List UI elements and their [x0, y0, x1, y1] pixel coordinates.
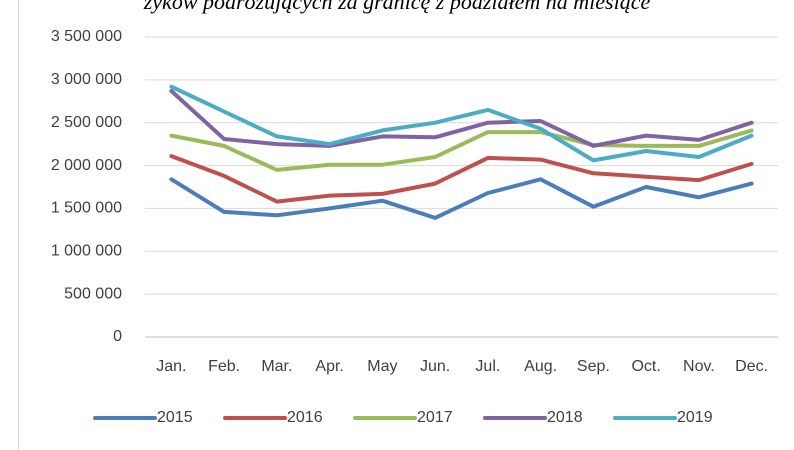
x-tick-label: Jul.	[475, 358, 500, 375]
series-line	[169, 128, 754, 172]
y-tick-label: 1 500 000	[51, 200, 122, 217]
legend-label: 2015	[157, 409, 193, 426]
x-tick-label: Oct.	[631, 358, 660, 375]
series-line	[169, 89, 754, 148]
y-tick-label: 3 000 000	[51, 71, 122, 88]
y-tick-label: 2 000 000	[51, 157, 122, 174]
y-tick-label: 1 000 000	[51, 243, 122, 260]
chart-title: żyków podróżujących za granicę z podział…	[143, 0, 651, 14]
series-line	[169, 84, 754, 163]
x-tick-label: Sep.	[577, 358, 610, 375]
x-tick-label: Dec.	[735, 358, 768, 375]
y-tick-label: 500 000	[64, 285, 122, 302]
series-line	[169, 154, 754, 204]
x-tick-label: Aug.	[524, 358, 557, 375]
x-tick-label: Feb.	[208, 358, 240, 375]
legend-label: 2017	[417, 409, 453, 426]
x-tick-label: Jan.	[156, 358, 186, 375]
x-tick-label: May	[367, 358, 397, 375]
x-tick-label: Jun.	[420, 358, 450, 375]
series-line	[169, 177, 754, 220]
y-tick-label: 3 500 000	[51, 28, 122, 45]
legend-label: 2018	[547, 409, 583, 426]
y-tick-label: 2 500 000	[51, 114, 122, 131]
x-tick-label: Apr.	[315, 358, 343, 375]
y-tick-label: 0	[113, 328, 122, 345]
x-tick-label: Mar.	[261, 358, 292, 375]
legend-label: 2019	[677, 409, 713, 426]
x-tick-label: Nov.	[683, 358, 715, 375]
legend-label: 2016	[287, 409, 323, 426]
